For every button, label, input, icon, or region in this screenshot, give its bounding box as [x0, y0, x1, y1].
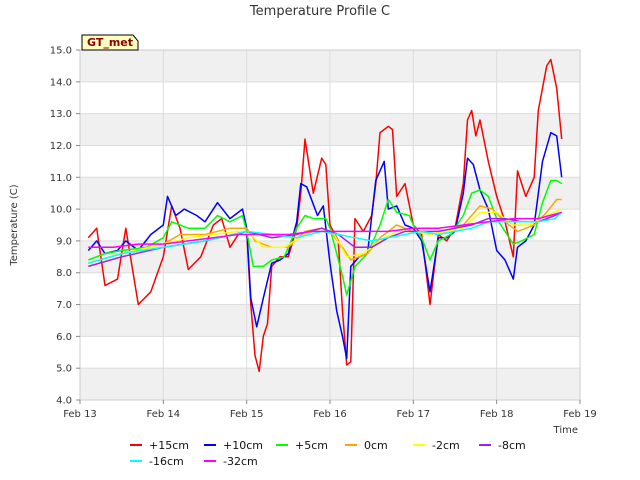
legend-label: -2cm [432, 439, 460, 452]
x-tick-label: Feb 16 [313, 409, 347, 420]
y-tick-label: 8.0 [56, 268, 72, 279]
series-line-+15cm [87, 58, 563, 373]
x-tick-label: Feb 13 [63, 409, 97, 420]
legend-label: 0cm [364, 439, 388, 452]
legend-label: +5cm [295, 439, 328, 452]
y-tick-label: 15.0 [50, 46, 72, 57]
chart-title: Temperature Profile C [249, 4, 390, 19]
y-tick-label: 6.0 [56, 332, 72, 343]
legend-label: +10cm [223, 439, 263, 452]
legend-label: -16cm [149, 455, 184, 468]
legend: +15cm +10cm +5cm 0cm -2cm -8cm -16cm -32cm [130, 439, 526, 468]
x-tick-label: Feb 19 [563, 409, 597, 420]
y-tick-label: 13.0 [50, 109, 72, 120]
series-line-+10cm [87, 131, 563, 360]
x-axis-ticks: Feb 13 Feb 14 Feb 15 Feb 16 Feb 17 Feb 18 Feb … [63, 400, 597, 420]
y-tick-label: 7.0 [56, 300, 72, 311]
gt-met-badge: GT_met [81, 34, 139, 51]
series-line--2cm [88, 208, 562, 264]
y-tick-label: 4.0 [56, 396, 72, 407]
y-tick-label: 11.0 [50, 173, 72, 184]
y-tick-label: 12.0 [50, 141, 72, 152]
legend-label: -8cm [498, 439, 526, 452]
x-tick-label: Feb 18 [480, 409, 514, 420]
badge-text: GT_met [87, 36, 133, 49]
legend-label: -32cm [223, 455, 258, 468]
y-axis-label: Temperature (C) [9, 184, 20, 266]
y-axis-ticks: 4.0 5.0 6.0 7.0 8.0 9.0 10.0 11.0 12.0 13.0 14.0 15… [50, 46, 80, 407]
y-tick-label: 10.0 [50, 205, 72, 216]
x-axis-label: Time [553, 425, 578, 436]
x-tick-label: Feb 15 [230, 409, 264, 420]
series-line-0cm [88, 198, 562, 264]
y-tick-label: 9.0 [56, 236, 72, 247]
x-tick-label: Feb 17 [397, 409, 431, 420]
series-lines [87, 58, 563, 373]
y-tick-label: 14.0 [50, 77, 72, 88]
legend-label: +15cm [149, 439, 189, 452]
x-tick-label: Feb 14 [147, 409, 181, 420]
y-tick-label: 5.0 [56, 364, 72, 375]
series-line--32cm [88, 211, 562, 249]
